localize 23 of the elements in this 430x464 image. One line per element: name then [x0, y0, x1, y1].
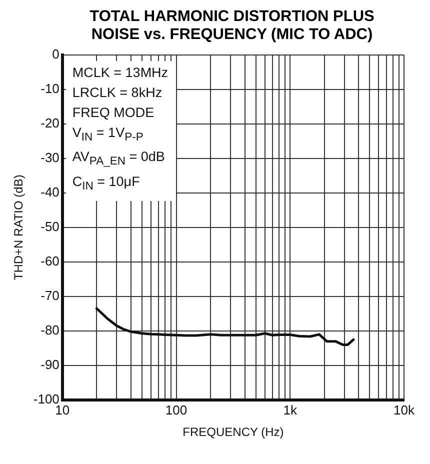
y-tick-label: -100 — [33, 392, 60, 407]
y-tick-label: -20 — [40, 115, 60, 130]
annotation: AV$_{PA_EN}$ = 0dB — [72, 148, 166, 170]
y-tick-label: -70 — [40, 288, 60, 304]
y-axis-title: THD+N RATIO (dB) — [12, 174, 26, 280]
x-tick-label: 100 — [165, 402, 188, 418]
y-tick-label: -50 — [40, 218, 60, 234]
annotation: LRCLK = 8kHz — [72, 84, 164, 102]
x-axis-title: FREQUENCY (Hz) — [182, 425, 284, 440]
annotation: MCLK = 13MHz — [72, 64, 168, 82]
chart-title: TOTAL HARMONIC DISTORTION PLUS NOISE vs. FREQUENCY (MIC TO ADC) — [88, 8, 376, 44]
y-tick-label: -40 — [40, 184, 60, 200]
y-tick-label: -30 — [40, 150, 60, 165]
y-tick-label: 0 — [52, 46, 60, 62]
annotation: C$_{IN}$ = 10μF — [72, 173, 141, 195]
annotation: V$_{IN}$ = 1V$_{P-P}$ — [72, 124, 144, 146]
y-tick-label: -90 — [40, 357, 60, 372]
x-tick-label: 10k — [394, 402, 415, 418]
y-tick-label: -80 — [40, 322, 60, 338]
x-tick-label: 1k — [283, 402, 298, 418]
y-tick-label: -10 — [40, 80, 60, 96]
y-tick-label: -60 — [40, 254, 60, 268]
annotation: FREQ MODE — [72, 104, 156, 122]
